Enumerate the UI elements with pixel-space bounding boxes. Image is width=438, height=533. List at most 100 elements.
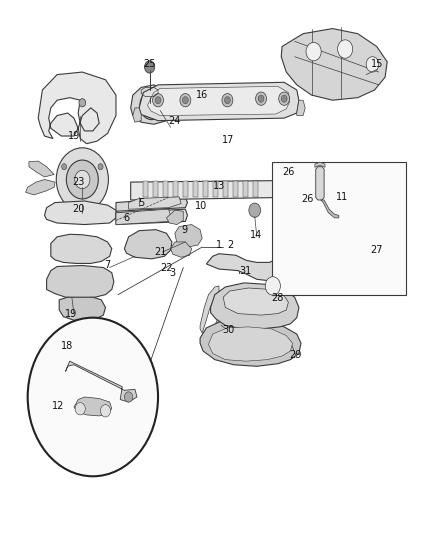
Circle shape xyxy=(307,171,322,189)
Polygon shape xyxy=(46,265,114,298)
Circle shape xyxy=(145,61,155,73)
Polygon shape xyxy=(315,162,325,167)
Circle shape xyxy=(75,402,85,415)
Polygon shape xyxy=(124,230,172,259)
Polygon shape xyxy=(25,180,55,195)
Circle shape xyxy=(98,164,103,170)
Circle shape xyxy=(256,92,266,106)
Circle shape xyxy=(258,95,264,102)
Text: 22: 22 xyxy=(160,263,173,273)
Text: 24: 24 xyxy=(169,116,181,126)
Circle shape xyxy=(281,95,287,102)
Polygon shape xyxy=(200,319,301,366)
Polygon shape xyxy=(206,252,301,281)
Polygon shape xyxy=(77,325,88,346)
Polygon shape xyxy=(29,161,54,177)
Circle shape xyxy=(67,160,98,199)
Bar xyxy=(272,161,406,295)
Polygon shape xyxy=(143,181,148,197)
Polygon shape xyxy=(133,108,141,122)
Circle shape xyxy=(235,257,244,268)
Text: 21: 21 xyxy=(154,247,166,257)
Text: 30: 30 xyxy=(222,326,234,335)
Circle shape xyxy=(155,96,161,104)
Polygon shape xyxy=(253,181,258,197)
Text: 1: 1 xyxy=(216,240,222,250)
Circle shape xyxy=(306,43,321,61)
Text: 13: 13 xyxy=(213,181,225,191)
Circle shape xyxy=(180,94,191,107)
Polygon shape xyxy=(66,361,137,402)
Text: 11: 11 xyxy=(336,192,348,203)
Text: 29: 29 xyxy=(290,350,302,360)
Circle shape xyxy=(279,92,290,106)
Circle shape xyxy=(140,91,163,119)
Text: 15: 15 xyxy=(371,59,383,69)
Polygon shape xyxy=(116,209,187,224)
Circle shape xyxy=(124,392,133,402)
Polygon shape xyxy=(166,210,183,224)
Polygon shape xyxy=(153,181,158,197)
Circle shape xyxy=(100,405,110,417)
Polygon shape xyxy=(243,181,248,197)
Circle shape xyxy=(366,56,379,72)
Text: 14: 14 xyxy=(250,230,262,240)
Text: 27: 27 xyxy=(371,245,383,255)
Circle shape xyxy=(79,99,86,107)
Polygon shape xyxy=(321,200,339,218)
Circle shape xyxy=(224,96,230,104)
Text: 17: 17 xyxy=(222,135,234,144)
Polygon shape xyxy=(74,397,112,416)
Polygon shape xyxy=(116,209,171,224)
Circle shape xyxy=(62,164,67,170)
Polygon shape xyxy=(116,197,187,211)
Polygon shape xyxy=(65,325,75,346)
Polygon shape xyxy=(233,181,238,197)
Polygon shape xyxy=(297,100,305,116)
Polygon shape xyxy=(316,167,324,200)
Text: 26: 26 xyxy=(282,167,295,177)
Text: 19: 19 xyxy=(68,131,80,141)
Polygon shape xyxy=(59,297,106,320)
Circle shape xyxy=(182,96,188,104)
Text: 3: 3 xyxy=(170,268,176,278)
Polygon shape xyxy=(139,82,299,120)
Text: 7: 7 xyxy=(104,261,111,270)
Polygon shape xyxy=(51,235,112,263)
Circle shape xyxy=(152,94,163,107)
Circle shape xyxy=(75,171,90,189)
Polygon shape xyxy=(183,181,188,197)
Circle shape xyxy=(56,148,109,211)
Polygon shape xyxy=(175,224,202,247)
Polygon shape xyxy=(203,181,208,197)
Text: 23: 23 xyxy=(72,177,85,187)
Polygon shape xyxy=(171,242,192,257)
Polygon shape xyxy=(193,181,198,197)
Polygon shape xyxy=(131,181,286,200)
Circle shape xyxy=(265,277,280,295)
Polygon shape xyxy=(129,197,181,209)
Polygon shape xyxy=(90,325,100,346)
Circle shape xyxy=(80,202,85,208)
Polygon shape xyxy=(213,181,218,197)
Polygon shape xyxy=(211,283,299,329)
Polygon shape xyxy=(281,29,387,100)
Text: 26: 26 xyxy=(301,194,314,204)
Polygon shape xyxy=(296,165,335,194)
Circle shape xyxy=(249,203,261,217)
Text: 31: 31 xyxy=(239,265,251,276)
Polygon shape xyxy=(223,181,228,197)
Polygon shape xyxy=(200,286,219,333)
Text: 19: 19 xyxy=(65,309,77,319)
Text: 20: 20 xyxy=(72,204,85,214)
Text: 25: 25 xyxy=(143,59,156,69)
Text: 5: 5 xyxy=(138,198,145,207)
Polygon shape xyxy=(223,288,288,315)
Polygon shape xyxy=(173,181,178,197)
Polygon shape xyxy=(148,86,290,116)
Text: 12: 12 xyxy=(52,401,64,411)
Circle shape xyxy=(145,98,158,113)
Text: 10: 10 xyxy=(195,201,208,211)
Polygon shape xyxy=(45,201,116,224)
Polygon shape xyxy=(38,72,116,144)
